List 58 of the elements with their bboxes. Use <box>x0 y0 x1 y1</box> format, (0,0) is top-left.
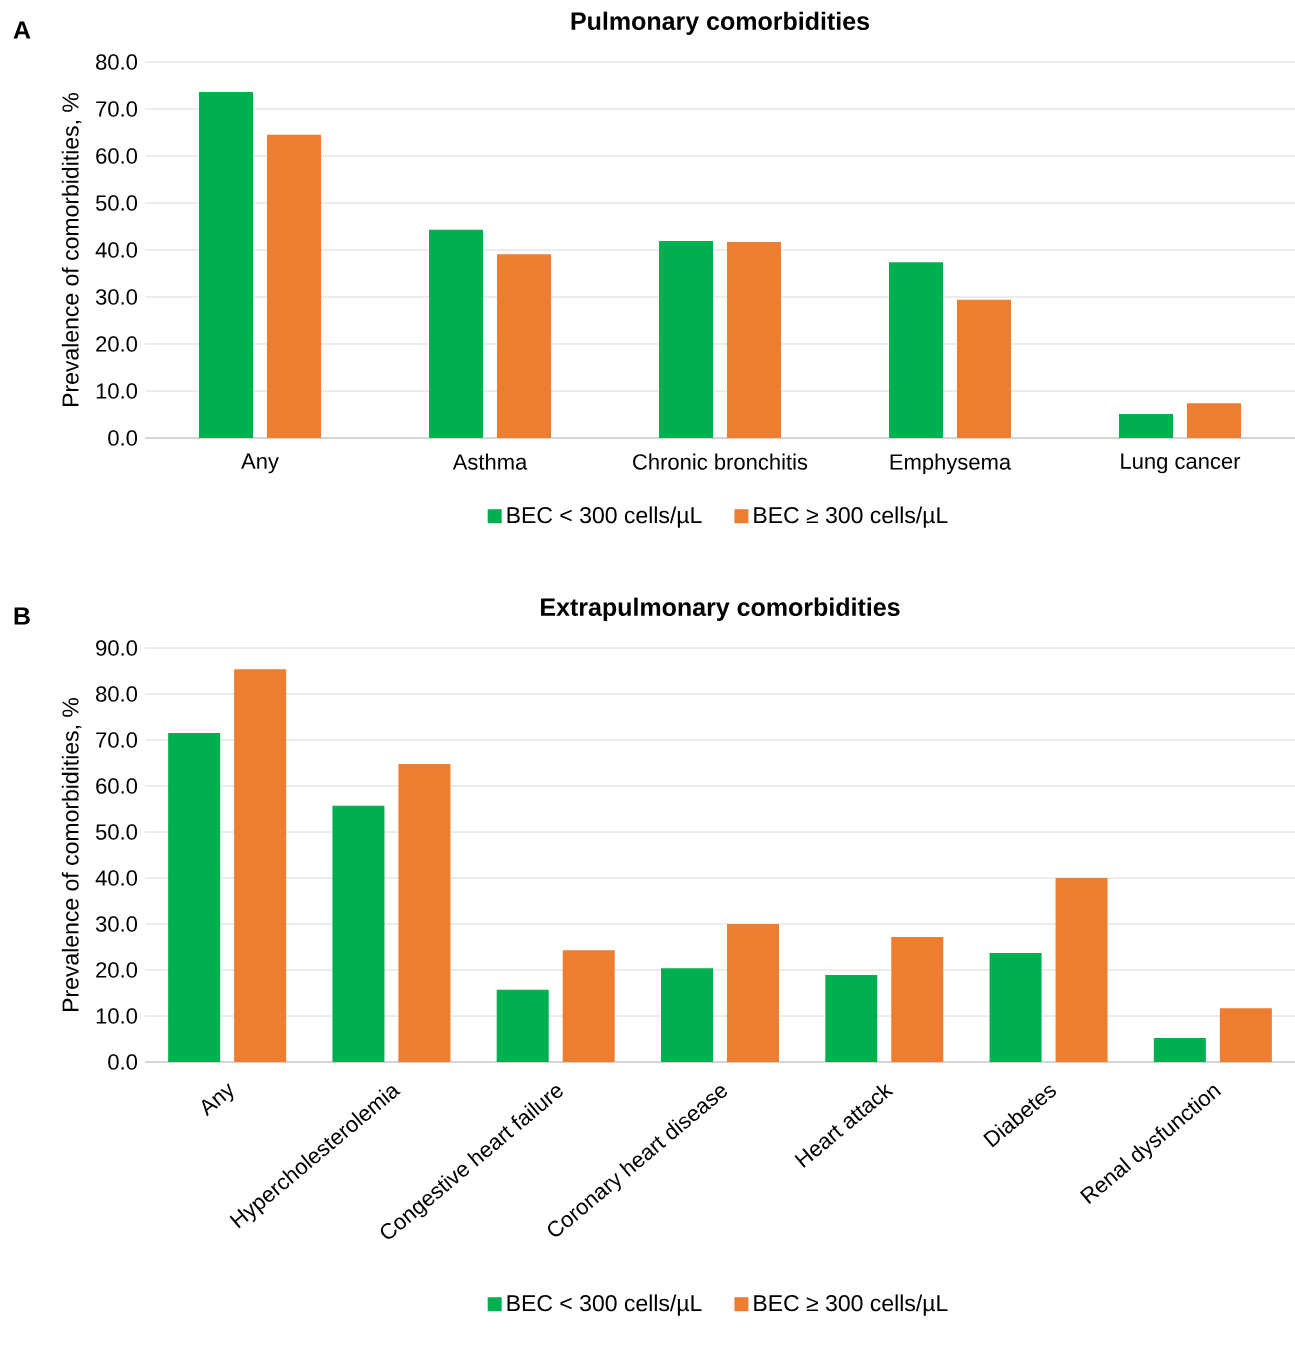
chart-title: Extrapulmonary comorbidities <box>541 597 900 621</box>
x-tick-label: Lung cancer <box>1121 453 1241 474</box>
bar <box>661 968 713 1062</box>
y-tick-label: 30.0 <box>95 916 138 932</box>
bar <box>1219 1008 1272 1062</box>
legend-label: BEC < 300 cells/µL <box>507 506 702 528</box>
bar <box>891 936 944 1062</box>
y-tick-label: 10.0 <box>96 383 138 399</box>
bar <box>497 254 551 438</box>
bar <box>332 805 385 1062</box>
text: A <box>13 21 31 39</box>
bar <box>825 975 878 1062</box>
bar <box>562 950 615 1062</box>
x-tick-label: Chronic bronchitis <box>633 453 808 470</box>
y-tick-label: 70.0 <box>96 101 138 117</box>
bar <box>199 92 253 438</box>
bar <box>1186 403 1241 438</box>
y-tick-label: 40.0 <box>95 242 138 258</box>
bar <box>496 989 549 1062</box>
chart-title: Pulmonary comorbidities <box>571 11 869 35</box>
bar <box>398 763 451 1062</box>
y-tick-label: 20.0 <box>96 962 138 978</box>
y-tick-label: 30.0 <box>95 289 138 305</box>
bar <box>989 952 1042 1062</box>
y-tick-label: 60.0 <box>96 778 138 794</box>
y-tick-label: 0.0 <box>108 1054 138 1070</box>
x-tick-label: Any <box>241 453 279 474</box>
bar <box>727 242 781 438</box>
bar <box>1055 878 1108 1062</box>
y-tick-label: 40.0 <box>95 870 138 886</box>
text: B <box>14 607 30 625</box>
bar <box>266 134 321 438</box>
bar <box>168 733 221 1062</box>
y-axis-title: Prevalence of comorbidities, % <box>61 93 82 406</box>
y-tick-label: 90.0 <box>96 640 138 656</box>
y-tick-label: 20.0 <box>96 336 138 352</box>
y-axis-title: Prevalence of comorbidities, % <box>61 698 82 1011</box>
bar <box>429 229 483 438</box>
legend-label: BEC ≥ 300 cells/µL <box>754 506 948 528</box>
bar <box>1153 1038 1206 1062</box>
bar <box>658 241 713 438</box>
legend-label: BEC < 300 cells/µL <box>507 1294 702 1316</box>
y-tick-label: 80.0 <box>96 54 138 70</box>
bar <box>956 299 1011 438</box>
bar <box>1119 414 1173 438</box>
y-tick-label: 50.0 <box>95 195 138 211</box>
bar <box>234 669 287 1062</box>
y-tick-label: 0.0 <box>108 430 138 446</box>
legend-label: BEC ≥ 300 cells/µL <box>754 1294 948 1316</box>
y-tick-label: 50.0 <box>95 824 138 840</box>
y-tick-label: 80.0 <box>96 686 138 702</box>
y-tick-label: 10.0 <box>96 1008 138 1024</box>
y-tick-label: 60.0 <box>96 148 138 164</box>
x-tick-label: Emphysema <box>890 453 1012 475</box>
bar <box>889 262 943 438</box>
x-tick-label: Asthma <box>452 453 528 470</box>
bar <box>727 924 779 1062</box>
y-tick-label: 70.0 <box>96 732 138 748</box>
